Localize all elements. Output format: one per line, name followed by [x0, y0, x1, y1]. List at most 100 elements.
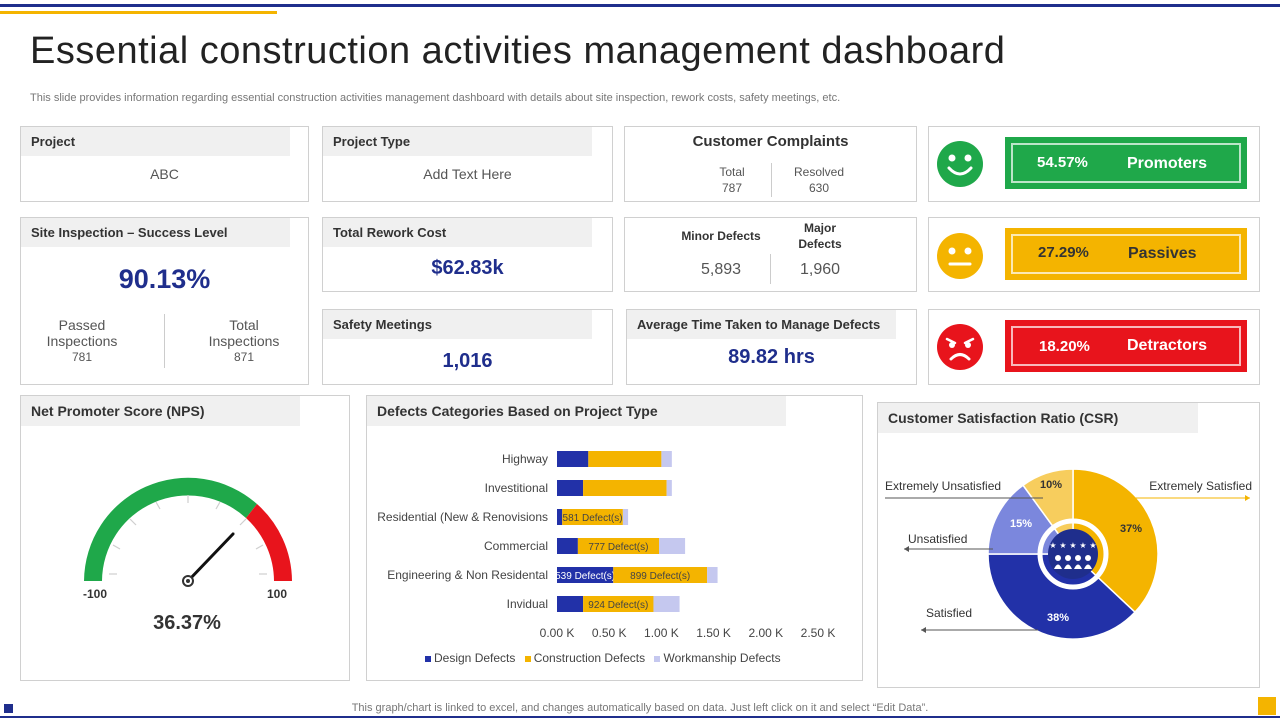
nps-score-value: 36.37% — [153, 612, 221, 634]
x-tick-label: 0.00 K — [540, 626, 575, 640]
gauge-green-arc — [84, 477, 257, 581]
csr-slice-label: 37% — [1120, 523, 1142, 535]
promoters-label: Promoters — [1127, 155, 1208, 172]
defects-count-card: Minor Defects 5,893 Major Defects 1,960 — [624, 217, 917, 292]
bar-data-label: 539 Defect(s) — [555, 571, 615, 582]
detractors-percent: 18.20% — [1039, 338, 1090, 355]
total-inspections-label-2: Inspections — [208, 333, 280, 349]
gauge-red-arc — [246, 504, 292, 581]
csr-callout-label: Extremely Unsatisfied — [885, 479, 1001, 493]
defects-chart-legend: Design Defects Construction Defects Work… — [425, 651, 781, 665]
bar-segment-design-defects — [557, 451, 589, 467]
complaints-resolved-value: 630 — [808, 181, 830, 195]
category-label: Residential (New & Renovisions — [377, 510, 548, 524]
csr-slice-unsatisfied — [987, 484, 1075, 555]
detractors-bar-inner — [1011, 326, 1241, 366]
csr-slice-label: 15% — [1010, 518, 1032, 530]
passives-label: Passives — [1128, 245, 1197, 262]
complaints-total-label: Total — [719, 165, 745, 179]
csr-callout-label: Extremely Satisfied — [1149, 479, 1252, 493]
minor-defects-label: Minor Defects — [681, 229, 761, 243]
promoters-card: 54.57% Promoters — [928, 126, 1260, 202]
csr-callout-label: Satisfied — [926, 606, 972, 620]
csr-center — [1048, 529, 1098, 579]
bar-data-label: 777 Defect(s) — [588, 542, 648, 553]
major-defects-label-2: Defects — [798, 237, 842, 251]
bar-segment-design-defects — [557, 509, 563, 525]
avg-time-card: Average Time Taken to Manage Defects 89.… — [626, 309, 917, 385]
passives-bar: 27.29% Passives — [1005, 228, 1247, 280]
category-label: Investitional — [485, 481, 548, 495]
nps-max-label: 100 — [267, 587, 288, 601]
arrow-right-icon — [1245, 495, 1250, 501]
total-inspections-value: 871 — [233, 350, 255, 364]
rework-cost-label: Total Rework Cost — [323, 218, 592, 247]
site-inspection-label: Site Inspection – Success Level — [21, 218, 290, 247]
detractors-label: Detractors — [1127, 337, 1208, 354]
svg-text:★: ★ — [1049, 541, 1056, 550]
nps-card: Net Promoter Score (NPS) -100 100 36.37% — [20, 395, 350, 681]
promoters-bar-inner — [1011, 143, 1241, 183]
csr-slice-label: 10% — [1040, 479, 1062, 491]
bar-segment-construction-defects — [613, 567, 708, 583]
bar-segment-construction-defects — [583, 480, 667, 496]
bar-data-label: 899 Defect(s) — [630, 571, 690, 582]
bar-segment-construction-defects — [583, 596, 654, 612]
page-subtitle: This slide provides information regardin… — [30, 92, 841, 104]
passed-inspections-label-1: Passed — [58, 317, 106, 333]
nps-gauge — [84, 477, 292, 587]
bar-segment-design-defects — [557, 596, 584, 612]
project-type-value: Add Text Here — [423, 166, 512, 182]
footer-line — [0, 716, 1280, 718]
inspection-divider — [164, 314, 165, 368]
x-tick-label: 0.50 K — [592, 626, 627, 640]
complaints-total-value: 787 — [721, 181, 743, 195]
minor-defects-value: 5,893 — [700, 261, 742, 278]
customer-group-icon: ★ ★ ★ ★ ★ — [1049, 541, 1097, 569]
svg-text:★: ★ — [1069, 541, 1076, 550]
rework-cost-value: $62.83k — [431, 257, 504, 279]
complaints-divider — [771, 163, 772, 197]
page-title: Essential construction activities manage… — [30, 30, 1006, 72]
project-card: Project ABC — [20, 126, 309, 202]
happy-face-icon — [937, 141, 983, 187]
sad-face-icon — [937, 324, 983, 370]
x-tick-label: 1.50 K — [696, 626, 731, 640]
detractors-card: 18.20% Detractors — [928, 309, 1260, 385]
csr-slice-label: 38% — [1047, 612, 1069, 624]
bar-segment-workmanship-defects — [653, 596, 680, 612]
bar-segment-workmanship-defects — [661, 451, 672, 467]
arrow-left-icon — [904, 546, 909, 552]
nps-label: Net Promoter Score (NPS) — [21, 396, 300, 426]
complaints-resolved-label: Resolved — [793, 165, 845, 179]
neutral-face-icon — [937, 233, 983, 279]
csr-callout-label: Unsatisfied — [908, 532, 967, 546]
bar-segment-design-defects — [557, 538, 578, 554]
bar-segment-workmanship-defects — [666, 480, 672, 496]
category-label: Commercial — [484, 539, 548, 553]
major-defects-value: 1,960 — [799, 261, 841, 278]
legend-design-defects: Design Defects — [425, 651, 515, 665]
defects-divider — [770, 254, 771, 284]
major-defects-label-1: Major — [803, 221, 836, 235]
category-label: Highway — [502, 452, 548, 466]
project-label: Project — [21, 127, 290, 156]
csr-slice-extremely-satisfied — [1072, 468, 1159, 614]
bar-segment-design-defects — [557, 567, 614, 583]
project-type-label: Project Type — [323, 127, 592, 156]
customer-complaints-label: Customer Complaints — [692, 133, 849, 150]
avg-time-label: Average Time Taken to Manage Defects — [627, 310, 896, 339]
defects-chart-title: Defects Categories Based on Project Type — [367, 396, 786, 426]
csr-inner-ring — [1037, 518, 1109, 590]
category-label: Invidual — [507, 597, 548, 611]
rework-cost-card: Total Rework Cost $62.83k — [322, 217, 613, 292]
passives-bar-inner — [1011, 234, 1241, 274]
bar-segment-construction-defects — [577, 538, 659, 554]
avg-time-value: 89.82 hrs — [728, 346, 815, 368]
site-inspection-card: Site Inspection – Success Level 90.13% P… — [20, 217, 309, 385]
bar-data-label: 581 Defect(s) — [563, 513, 623, 524]
x-tick-label: 2.50 K — [801, 626, 836, 640]
svg-text:★: ★ — [1059, 541, 1066, 550]
footer-note: This graph/chart is linked to excel, and… — [351, 702, 929, 714]
safety-meetings-value: 1,016 — [442, 350, 493, 372]
